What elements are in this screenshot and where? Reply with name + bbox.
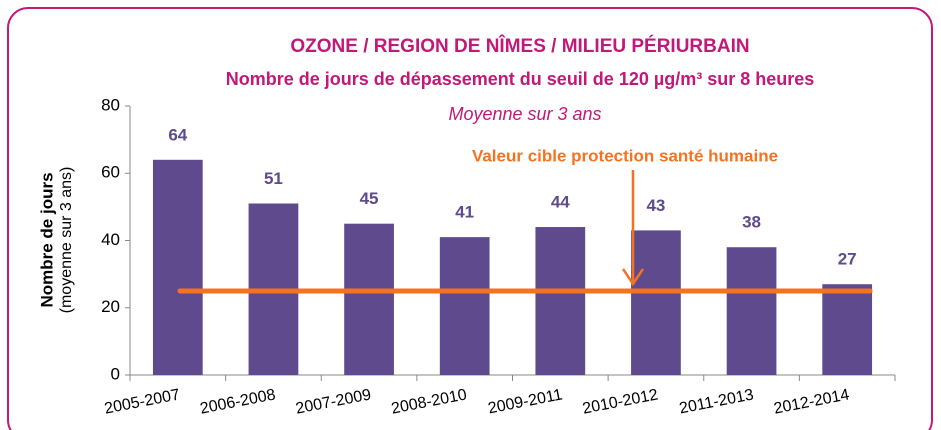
- chart-title: OZONE / REGION DE NÎMES / MILIEU PÉRIURB…: [290, 35, 749, 57]
- y-tick-label: 60: [101, 163, 120, 182]
- y-axis-title: Nombre de jours (moyenne sur 3 ans): [37, 167, 75, 314]
- data-label: 51: [264, 169, 283, 188]
- frame: [7, 7, 933, 430]
- y-tick-label: 40: [101, 230, 120, 249]
- y-axis-label: Nombre de jours: [37, 172, 56, 307]
- x-tick-label: 2005-2007: [103, 386, 181, 417]
- y-axis-label-note: (moyenne sur 3 ans): [58, 167, 75, 314]
- bar: [152, 159, 203, 375]
- y-tick-label: 20: [101, 297, 120, 316]
- note: Moyenne sur 3 ans: [448, 104, 601, 124]
- x-tick-label: 2009-2011: [487, 386, 564, 417]
- x-tick-label: 2008-2010: [390, 386, 468, 417]
- chart-subtitle: Nombre de jours de dépassement du seuil …: [226, 69, 815, 89]
- data-label: 44: [551, 193, 570, 212]
- data-label: 43: [646, 196, 665, 215]
- arrow-head: [621, 268, 645, 287]
- y-tick-label: 0: [111, 364, 120, 383]
- x-tick-label: 2011-2013: [678, 386, 755, 417]
- bar: [822, 284, 873, 375]
- bar: [535, 227, 586, 375]
- bar: [726, 247, 777, 375]
- x-tick-label: 2006-2008: [199, 386, 277, 417]
- data-label: 41: [455, 203, 474, 222]
- reference-label: Valeur cible protection santé humaine: [472, 146, 778, 165]
- data-label: 64: [168, 125, 187, 144]
- y-tick-label: 80: [101, 95, 120, 114]
- data-label: 27: [838, 250, 857, 269]
- x-tick-label: 2012-2014: [772, 386, 850, 417]
- data-label: 38: [742, 213, 761, 232]
- bar: [631, 230, 681, 375]
- data-label: 45: [360, 189, 379, 208]
- x-tick-label: 2007-2009: [294, 386, 372, 417]
- x-tick-label: 2010-2012: [581, 386, 659, 417]
- bar: [344, 223, 394, 375]
- bar: [439, 237, 490, 375]
